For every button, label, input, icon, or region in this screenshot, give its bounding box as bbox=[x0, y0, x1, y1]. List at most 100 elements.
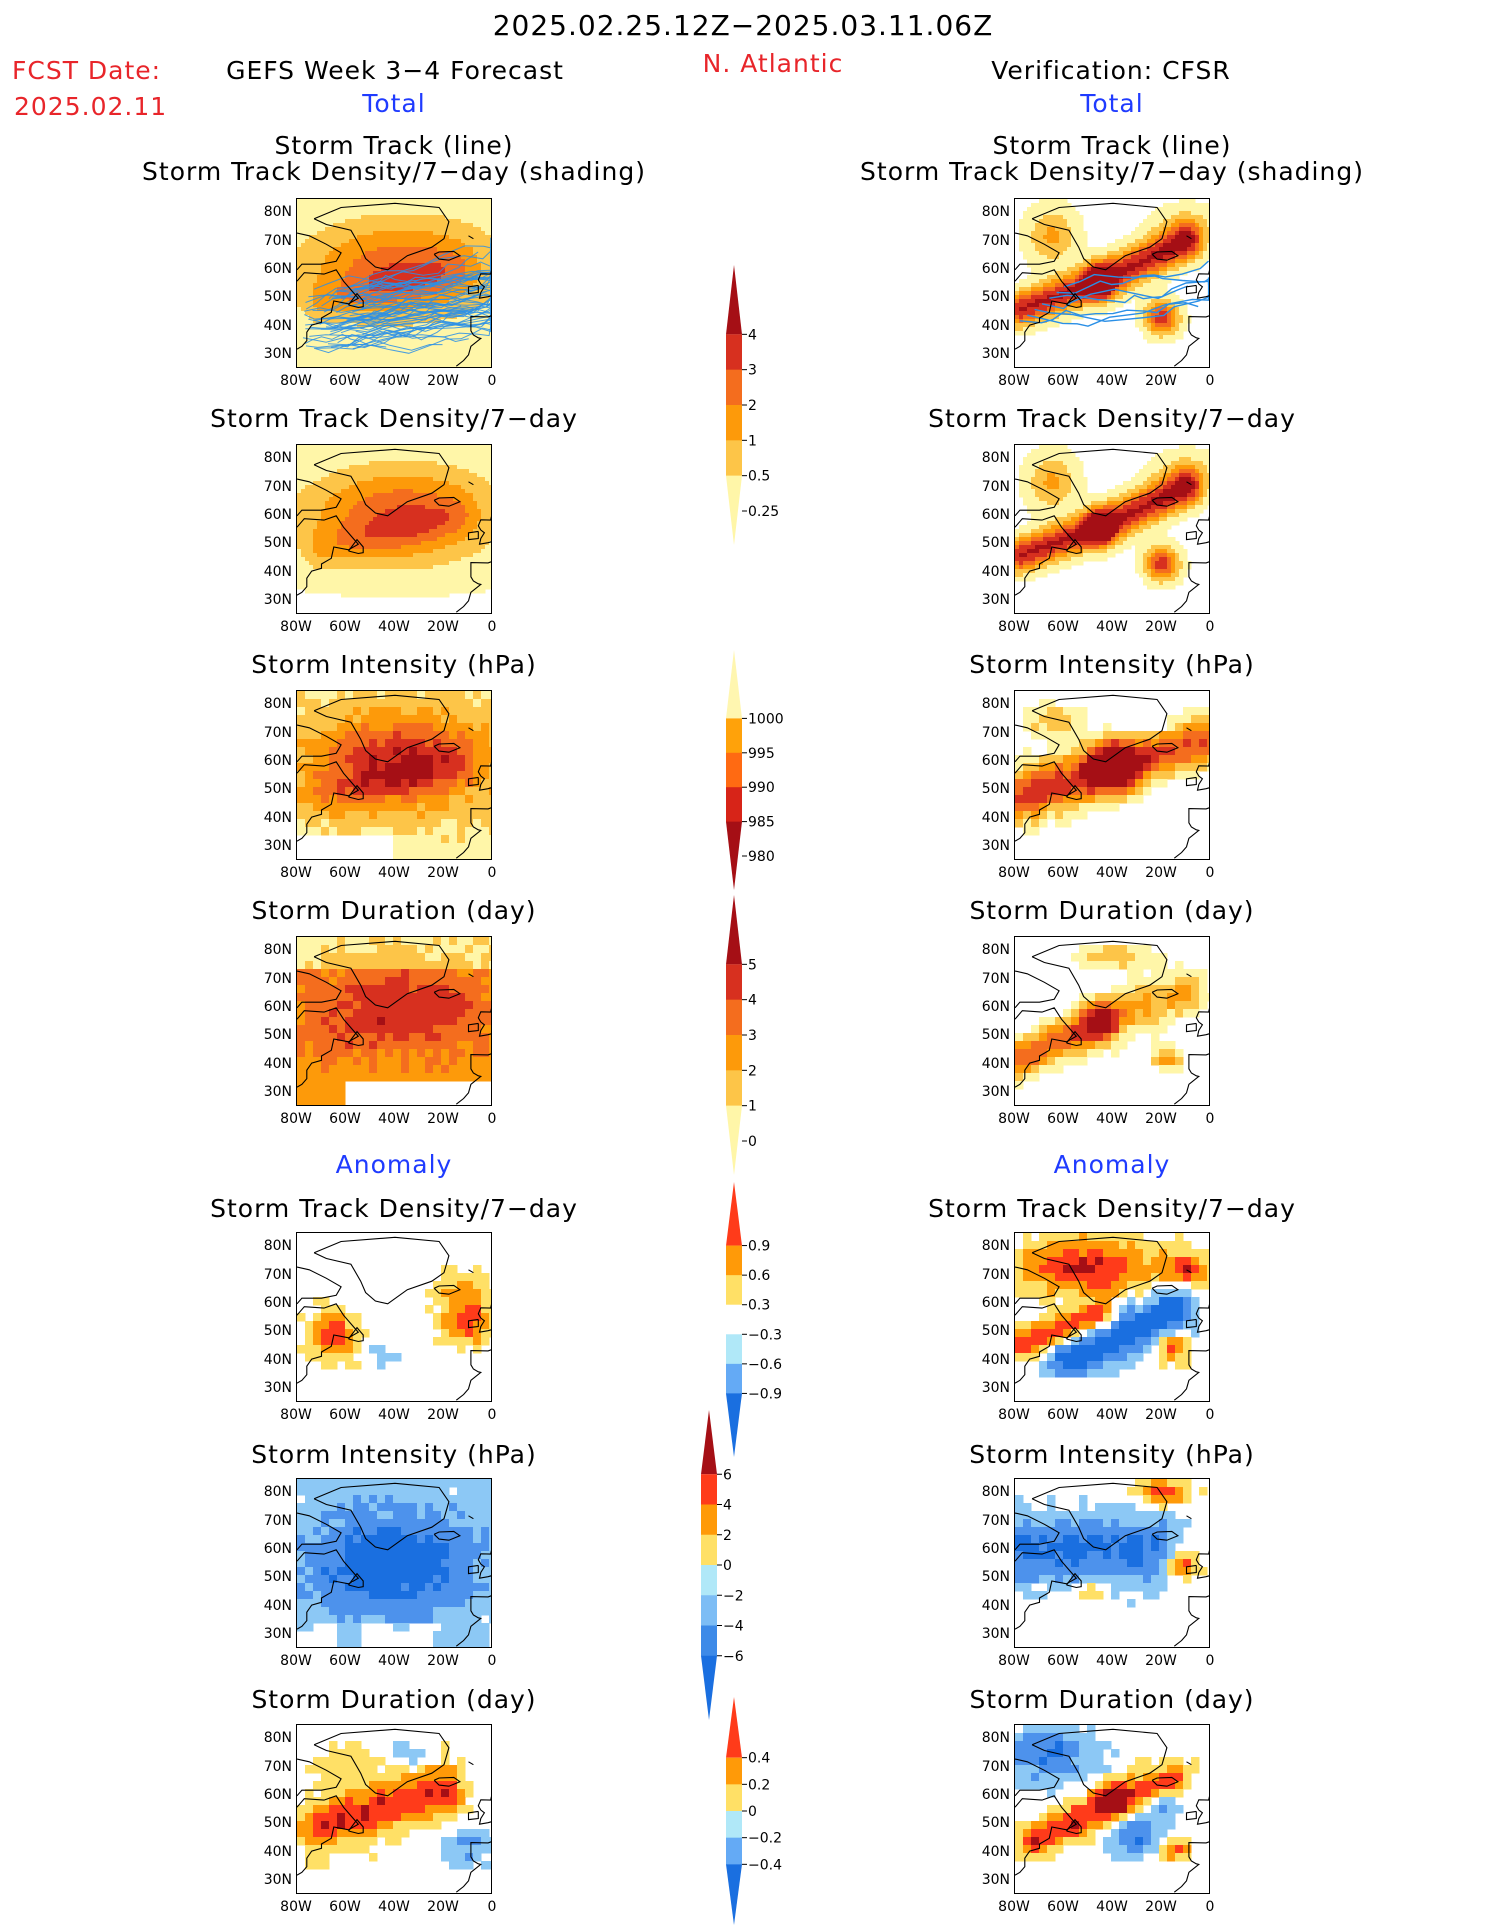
map-intensity-verif bbox=[1014, 690, 1210, 860]
lat-tick-label: 60N bbox=[263, 260, 292, 277]
coastline bbox=[1186, 1269, 1192, 1274]
lat-tick-label: 50N bbox=[981, 1569, 1010, 1586]
coastline bbox=[1015, 1512, 1060, 1551]
lon-tick-label: 40W bbox=[378, 1653, 410, 1669]
map-density-verif bbox=[1014, 444, 1210, 614]
coastline bbox=[477, 1550, 491, 1579]
coastline bbox=[1186, 235, 1192, 240]
lon-tick-label: 40W bbox=[378, 619, 410, 635]
storm-track-line bbox=[328, 264, 491, 299]
coastline bbox=[1173, 561, 1209, 613]
lon-tick-label: 0 bbox=[487, 1899, 497, 1915]
colorbar-tick-label: 1 bbox=[748, 433, 757, 449]
map-track-verif bbox=[1014, 198, 1210, 368]
lat-tick-label: 80N bbox=[981, 1730, 1010, 1747]
colorbar-segment bbox=[726, 1182, 742, 1246]
storm-track-line bbox=[309, 309, 472, 329]
lon-tick-label: 0 bbox=[1205, 1111, 1215, 1127]
coastline bbox=[467, 1564, 479, 1575]
map-density-anom-verif bbox=[1014, 1232, 1210, 1402]
coastline bbox=[1185, 1564, 1197, 1575]
coastline bbox=[1066, 784, 1082, 801]
coastline bbox=[455, 1595, 491, 1647]
lat-tick-label: 80N bbox=[263, 942, 292, 959]
coastline bbox=[1015, 1303, 1078, 1384]
colorbar-segment bbox=[726, 1784, 742, 1812]
coastline bbox=[313, 694, 450, 763]
lat-tick-label: 60N bbox=[981, 752, 1010, 769]
colorbar-tick-label: 5 bbox=[748, 957, 757, 973]
coastline bbox=[468, 1761, 474, 1766]
lon-tick-label: 0 bbox=[1205, 373, 1215, 389]
storm-track-line bbox=[1034, 277, 1209, 323]
colorbar-segment bbox=[726, 1837, 742, 1865]
coastline bbox=[348, 1818, 364, 1835]
lon-tick-label: 40W bbox=[378, 865, 410, 881]
coastline bbox=[433, 1284, 462, 1295]
lat-tick-label: 80N bbox=[981, 942, 1010, 959]
coastline bbox=[467, 1022, 479, 1033]
lon-tick-label: 20W bbox=[427, 1407, 459, 1423]
colorbar-tick-label: 3 bbox=[748, 363, 757, 379]
colorbar-intensity-anom: 6 4 2 0 −2 −4 −6 bbox=[701, 1410, 781, 1720]
lat-tick-label: 30N bbox=[263, 591, 292, 608]
lat-tick-label: 70N bbox=[263, 1758, 292, 1775]
colorbar-segment bbox=[701, 1655, 717, 1720]
coastline bbox=[1186, 1515, 1192, 1520]
lat-tick-label: 40N bbox=[263, 563, 292, 580]
lat-tick-label: 60N bbox=[263, 752, 292, 769]
lon-tick-label: 60W bbox=[329, 865, 361, 881]
lat-tick-label: 40N bbox=[981, 1597, 1010, 1614]
lat-tick-label: 70N bbox=[981, 232, 1010, 249]
coastline bbox=[477, 1796, 491, 1825]
coastline bbox=[433, 250, 462, 261]
lon-tick-label: 60W bbox=[329, 1899, 361, 1915]
lat-tick-label: 40N bbox=[263, 1055, 292, 1072]
fcst-date-label: FCST Date: bbox=[12, 56, 162, 85]
colorbar-tick-label: −0.2 bbox=[748, 1831, 782, 1847]
lon-tick-label: 20W bbox=[427, 1111, 459, 1127]
coastline bbox=[1015, 478, 1060, 517]
total-label-right: Total bbox=[1080, 89, 1144, 118]
coastline bbox=[1195, 270, 1209, 299]
colorbar-tick-label: 0.6 bbox=[748, 1268, 770, 1284]
lat-tick-label: 60N bbox=[263, 998, 292, 1015]
lat-tick-label: 80N bbox=[263, 1484, 292, 1501]
lon-tick-label: 20W bbox=[1145, 865, 1177, 881]
lon-tick-label: 60W bbox=[329, 373, 361, 389]
lon-tick-label: 0 bbox=[487, 1407, 497, 1423]
lon-tick-label: 40W bbox=[1096, 619, 1128, 635]
coastline bbox=[1185, 530, 1197, 541]
title-density-anom-right: Storm Track Density/7−day bbox=[928, 1194, 1296, 1223]
coastline bbox=[297, 1795, 360, 1876]
coastline bbox=[313, 1728, 450, 1797]
lon-tick-label: 60W bbox=[1047, 1899, 1079, 1915]
lat-tick-label: 40N bbox=[263, 1843, 292, 1860]
lat-tick-label: 40N bbox=[981, 1843, 1010, 1860]
coastline bbox=[1015, 970, 1060, 1009]
lat-tick-label: 30N bbox=[981, 1625, 1010, 1642]
coastline bbox=[1015, 1795, 1078, 1876]
lon-tick-label: 60W bbox=[329, 1653, 361, 1669]
lat-tick-label: 30N bbox=[263, 1625, 292, 1642]
lat-tick-label: 70N bbox=[263, 724, 292, 741]
lat-tick-label: 50N bbox=[981, 1323, 1010, 1340]
lon-tick-label: 60W bbox=[1047, 865, 1079, 881]
coastline bbox=[455, 561, 491, 613]
map-density-anom-forecast bbox=[296, 1232, 492, 1402]
lon-tick-label: 60W bbox=[1047, 1111, 1079, 1127]
colorbar-segment bbox=[726, 1035, 742, 1071]
coastline bbox=[1031, 202, 1168, 271]
coastline bbox=[1066, 1818, 1082, 1835]
coastline bbox=[1151, 1530, 1180, 1541]
coastline bbox=[1031, 1482, 1168, 1551]
lon-tick-label: 20W bbox=[1145, 1653, 1177, 1669]
coastline bbox=[297, 478, 342, 517]
lat-tick-label: 50N bbox=[263, 781, 292, 798]
coastline bbox=[1185, 1810, 1197, 1821]
lat-tick-label: 30N bbox=[981, 1871, 1010, 1888]
colorbar-segment bbox=[701, 1474, 717, 1505]
lon-tick-label: 0 bbox=[487, 865, 497, 881]
lon-tick-label: 20W bbox=[1145, 619, 1177, 635]
lon-tick-label: 80W bbox=[280, 1653, 312, 1669]
